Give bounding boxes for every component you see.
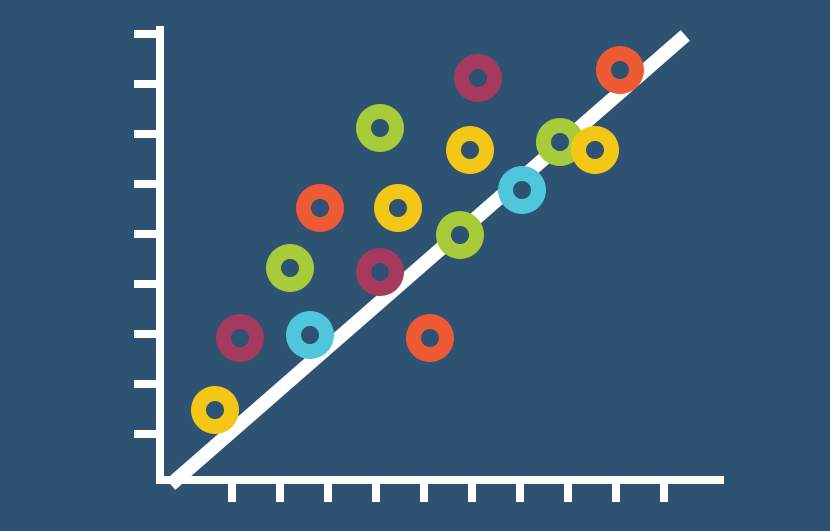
chart-svg: [0, 0, 830, 531]
scatter-point: [498, 166, 546, 214]
scatter-point: [286, 311, 334, 359]
scatter-chart: [0, 0, 830, 531]
scatter-point: [356, 248, 404, 296]
scatter-point: [296, 184, 344, 232]
scatter-point: [454, 54, 502, 102]
scatter-point: [446, 126, 494, 174]
scatter-point: [374, 184, 422, 232]
scatter-point: [191, 386, 239, 434]
scatter-point: [216, 314, 264, 362]
scatter-point: [436, 211, 484, 259]
scatter-point: [266, 244, 314, 292]
scatter-point: [571, 126, 619, 174]
scatter-point: [406, 314, 454, 362]
scatter-point: [356, 104, 404, 152]
scatter-point: [596, 46, 644, 94]
